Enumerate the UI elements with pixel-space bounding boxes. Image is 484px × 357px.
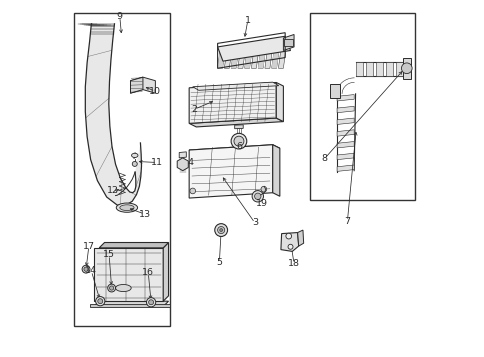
Polygon shape [163, 242, 168, 301]
Polygon shape [336, 141, 353, 148]
Text: 16: 16 [142, 268, 154, 277]
Circle shape [148, 300, 153, 305]
Polygon shape [297, 230, 303, 246]
Polygon shape [189, 145, 272, 198]
Polygon shape [217, 47, 225, 68]
Polygon shape [224, 47, 232, 68]
Polygon shape [192, 82, 278, 90]
Ellipse shape [116, 203, 137, 212]
Polygon shape [130, 77, 155, 93]
Polygon shape [217, 36, 290, 61]
Circle shape [219, 228, 222, 231]
Polygon shape [276, 82, 283, 122]
Polygon shape [85, 24, 141, 205]
Bar [309, 13, 414, 200]
Polygon shape [99, 242, 168, 248]
Text: 3: 3 [251, 218, 257, 227]
Circle shape [98, 299, 103, 304]
Text: 9: 9 [117, 12, 122, 21]
Polygon shape [177, 158, 188, 171]
Circle shape [231, 133, 246, 149]
Polygon shape [179, 152, 186, 158]
Circle shape [287, 244, 292, 249]
Circle shape [189, 188, 195, 194]
Circle shape [254, 193, 260, 200]
Text: 13: 13 [138, 210, 151, 218]
Ellipse shape [115, 285, 131, 292]
Polygon shape [272, 145, 279, 196]
Bar [329, 84, 339, 99]
Bar [284, 39, 292, 46]
Polygon shape [251, 47, 258, 68]
Polygon shape [244, 47, 252, 68]
Polygon shape [336, 106, 353, 113]
Polygon shape [271, 47, 279, 68]
Circle shape [109, 286, 114, 290]
Polygon shape [356, 62, 362, 76]
Text: 4: 4 [187, 158, 194, 167]
Circle shape [217, 226, 224, 233]
Polygon shape [264, 47, 272, 68]
Polygon shape [336, 95, 353, 101]
Polygon shape [376, 62, 382, 76]
Text: 5: 5 [216, 257, 222, 267]
Circle shape [82, 265, 90, 273]
Text: 11: 11 [151, 158, 163, 167]
Circle shape [146, 298, 155, 307]
Circle shape [95, 297, 105, 306]
Polygon shape [94, 248, 163, 301]
Polygon shape [336, 153, 353, 160]
Polygon shape [130, 77, 143, 93]
Circle shape [107, 284, 115, 292]
Circle shape [260, 186, 266, 192]
Circle shape [252, 191, 263, 202]
Polygon shape [336, 165, 353, 171]
Polygon shape [217, 47, 225, 68]
Polygon shape [189, 145, 279, 154]
Polygon shape [189, 118, 283, 127]
Polygon shape [94, 301, 168, 307]
Circle shape [132, 161, 137, 166]
Polygon shape [231, 47, 239, 68]
Polygon shape [336, 118, 353, 125]
Polygon shape [90, 304, 170, 307]
Text: 15: 15 [103, 251, 115, 260]
Polygon shape [237, 47, 245, 68]
Text: 14: 14 [85, 266, 97, 276]
Text: 2: 2 [191, 105, 197, 114]
Text: 1: 1 [244, 16, 250, 25]
Circle shape [214, 224, 227, 236]
Polygon shape [271, 47, 279, 68]
Bar [74, 13, 169, 326]
Polygon shape [280, 232, 298, 251]
Polygon shape [336, 130, 353, 136]
Text: 12: 12 [106, 186, 119, 195]
Text: 10: 10 [149, 87, 161, 96]
Polygon shape [257, 47, 265, 68]
Text: 7: 7 [344, 217, 349, 226]
Text: 6: 6 [235, 142, 242, 151]
Bar [402, 57, 410, 79]
Text: 19: 19 [256, 199, 268, 208]
Text: 8: 8 [320, 155, 327, 164]
Polygon shape [278, 47, 286, 68]
Ellipse shape [131, 153, 137, 157]
Polygon shape [395, 62, 402, 76]
Polygon shape [283, 35, 293, 50]
Circle shape [401, 63, 411, 74]
Polygon shape [234, 125, 242, 129]
Polygon shape [257, 47, 265, 68]
Ellipse shape [120, 205, 134, 211]
Text: 17: 17 [83, 242, 95, 251]
Circle shape [233, 136, 243, 146]
Polygon shape [189, 82, 276, 124]
Circle shape [84, 267, 88, 271]
Polygon shape [231, 47, 239, 68]
Text: 18: 18 [287, 259, 300, 268]
Polygon shape [244, 47, 252, 68]
Polygon shape [385, 62, 392, 76]
Polygon shape [365, 62, 372, 76]
Circle shape [285, 233, 291, 239]
